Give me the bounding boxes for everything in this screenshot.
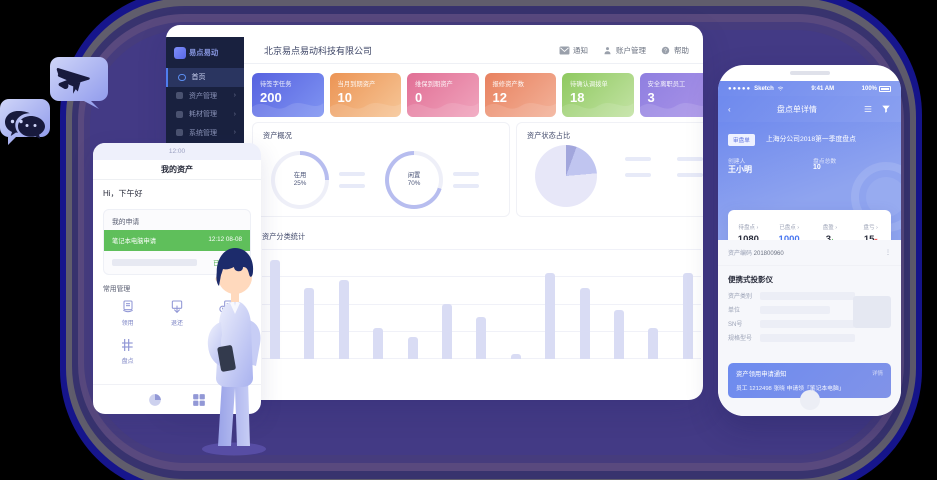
- svg-text:?: ?: [664, 48, 667, 54]
